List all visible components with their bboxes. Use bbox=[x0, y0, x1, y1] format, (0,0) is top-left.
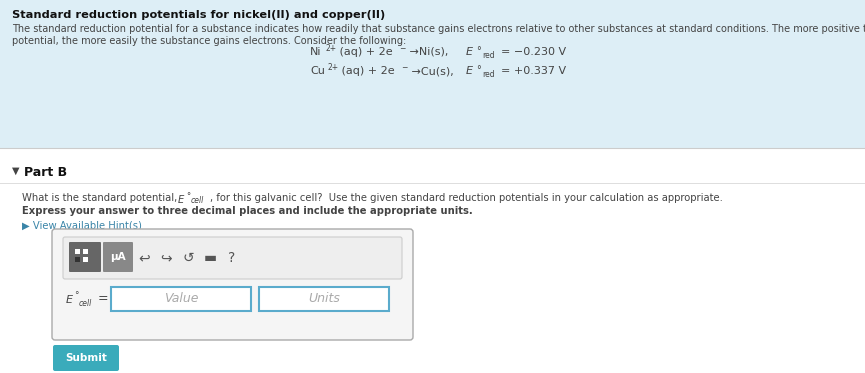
Text: , for this galvanic cell?  Use the given standard reduction potentials in your c: , for this galvanic cell? Use the given … bbox=[210, 193, 723, 203]
Text: Units: Units bbox=[308, 292, 340, 305]
Text: ▬: ▬ bbox=[203, 251, 216, 265]
Text: Ni: Ni bbox=[310, 47, 322, 57]
Text: ↩: ↩ bbox=[138, 251, 150, 265]
Text: 2+: 2+ bbox=[326, 44, 337, 53]
Text: (aq) + 2e: (aq) + 2e bbox=[338, 66, 394, 76]
Bar bbox=[75, 249, 80, 254]
Text: Value: Value bbox=[163, 292, 198, 305]
FancyBboxPatch shape bbox=[103, 242, 133, 272]
Text: (aq) + 2e: (aq) + 2e bbox=[336, 47, 393, 57]
Text: −: − bbox=[399, 44, 406, 53]
Text: −: − bbox=[401, 63, 407, 72]
Text: The standard reduction potential for a substance indicates how readily that subs: The standard reduction potential for a s… bbox=[12, 24, 865, 34]
Bar bbox=[75, 257, 80, 262]
Text: →Ni(s),: →Ni(s), bbox=[406, 47, 448, 57]
FancyBboxPatch shape bbox=[53, 345, 119, 371]
Text: =: = bbox=[98, 292, 109, 305]
Text: ?: ? bbox=[228, 251, 235, 265]
Text: $E$: $E$ bbox=[465, 45, 474, 57]
Text: Express your answer to three decimal places and include the appropriate units.: Express your answer to three decimal pla… bbox=[22, 206, 473, 216]
Bar bbox=[83, 257, 88, 262]
Bar bbox=[75, 257, 80, 262]
Bar bbox=[259, 287, 389, 311]
Bar bbox=[111, 287, 251, 311]
Text: ↪: ↪ bbox=[160, 251, 172, 265]
Text: $E$: $E$ bbox=[177, 193, 185, 205]
Text: potential, the more easily the substance gains electrons. Consider the following: potential, the more easily the substance… bbox=[12, 36, 407, 46]
Text: = −0.230 V: = −0.230 V bbox=[501, 47, 566, 57]
Text: Standard reduction potentials for nickel(II) and copper(II): Standard reduction potentials for nickel… bbox=[12, 10, 385, 20]
Text: ▶ View Available Hint(s): ▶ View Available Hint(s) bbox=[22, 220, 142, 230]
Bar bbox=[0, 0, 865, 148]
Text: °: ° bbox=[476, 46, 481, 56]
Text: ↺: ↺ bbox=[183, 251, 194, 265]
Text: Cu: Cu bbox=[310, 66, 325, 76]
Text: What is the standard potential,: What is the standard potential, bbox=[22, 193, 181, 203]
Text: μA: μA bbox=[110, 252, 125, 262]
Text: $E$: $E$ bbox=[465, 64, 474, 76]
Text: 2+: 2+ bbox=[328, 63, 339, 72]
Text: →Cu(s),: →Cu(s), bbox=[408, 66, 454, 76]
Text: $E$: $E$ bbox=[65, 293, 74, 305]
Text: cell: cell bbox=[79, 298, 93, 307]
Bar bbox=[0, 148, 865, 166]
Text: °: ° bbox=[476, 65, 481, 75]
Bar bbox=[83, 249, 88, 254]
FancyBboxPatch shape bbox=[69, 242, 101, 272]
Text: red: red bbox=[482, 70, 495, 79]
Text: = +0.337 V: = +0.337 V bbox=[501, 66, 566, 76]
Text: Submit: Submit bbox=[65, 353, 107, 363]
Text: ▼: ▼ bbox=[12, 166, 20, 176]
Text: Part B: Part B bbox=[24, 166, 67, 179]
FancyBboxPatch shape bbox=[63, 237, 402, 279]
FancyBboxPatch shape bbox=[52, 229, 413, 340]
Text: cell: cell bbox=[191, 196, 204, 205]
Text: °: ° bbox=[186, 192, 190, 201]
Text: red: red bbox=[482, 51, 495, 60]
Text: °: ° bbox=[74, 292, 79, 301]
